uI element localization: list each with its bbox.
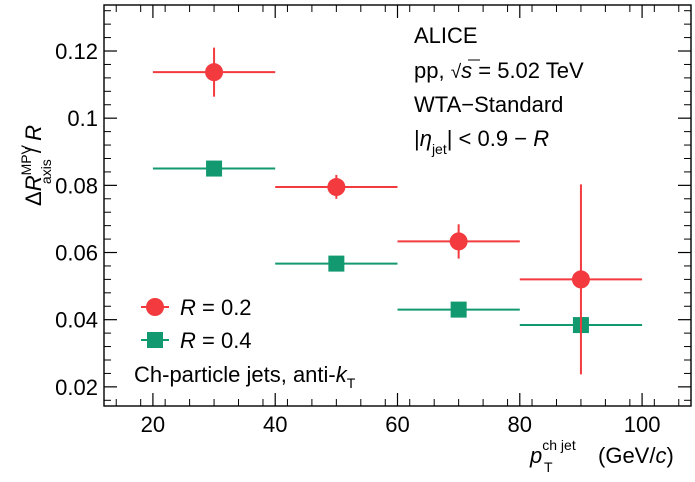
y-tick-label: 0.04	[55, 308, 98, 333]
annotation-system-post: = 5.02 TeV	[472, 58, 584, 83]
ylabel-main: R	[21, 175, 46, 191]
marker-circle	[571, 270, 590, 289]
legend-marker-r04	[147, 332, 163, 348]
marker-square	[328, 255, 345, 272]
xlabel-main: p	[529, 443, 542, 468]
eta-mid: | < 0.9 −	[447, 126, 533, 151]
ylabel-sub: axis	[38, 159, 54, 184]
ylabel-sep: /	[21, 141, 46, 159]
data-point	[275, 255, 398, 272]
data-point	[397, 224, 520, 259]
xlabel-sub: T	[544, 459, 553, 475]
tick-labels: 20 40 60 80 100 0.02 0.04 0.06 0.08 0.1 0.12	[55, 39, 660, 437]
y-tick-label: 0.08	[55, 173, 98, 198]
marker-square	[206, 160, 223, 177]
jets-var: k	[336, 362, 348, 387]
annotation-jets: Ch-particle jets, anti-kT	[134, 362, 356, 391]
x-tick-label: 40	[263, 412, 287, 437]
eta-sub: jet	[431, 141, 447, 157]
data-point	[275, 174, 398, 199]
x-tick-label: 100	[624, 412, 661, 437]
annotation-system: pp, √s = 5.02 TeV	[414, 58, 584, 83]
axis-ticks	[104, 5, 691, 406]
data-point	[519, 184, 643, 375]
marker-square	[450, 301, 467, 318]
y-tick-label: 0.1	[67, 106, 98, 131]
annotation-eta-cut: |ηjet| < 0.9 − R	[414, 126, 549, 157]
y-tick-label: 0.06	[55, 241, 98, 266]
jets-pre: Ch-particle jets, anti-	[134, 362, 336, 387]
data-point	[152, 47, 276, 97]
jets-sub: T	[347, 375, 356, 391]
marker-circle	[327, 178, 346, 197]
legend: R = 0.2 R = 0.4	[141, 295, 252, 353]
series-layer	[152, 47, 643, 375]
eta-var: η	[420, 126, 432, 151]
xlabel-unit-var: c	[655, 443, 666, 468]
x-tick-label: 20	[141, 412, 165, 437]
ylabel-delta: Δ	[21, 191, 46, 206]
data-point	[152, 160, 276, 177]
annotation-experiment: ALICE	[414, 23, 478, 48]
xlabel-sup: ch jet	[542, 437, 576, 453]
xlabel-unit-open: (GeV/	[598, 443, 656, 468]
ylabel-sup: MPV	[18, 144, 34, 175]
sqrt-sign: √	[451, 62, 462, 83]
legend-marker-r02	[146, 298, 164, 316]
eta-var2: R	[533, 126, 549, 151]
annotation-method: WTA−Standard	[414, 92, 563, 117]
data-point	[397, 301, 520, 318]
marker-circle	[205, 63, 224, 82]
y-tick-label: 0.12	[55, 39, 98, 64]
annotation-system-pre: pp,	[414, 58, 451, 83]
x-axis-label: pch jet T (GeV/c)	[529, 437, 674, 475]
y-tick-label: 0.02	[55, 375, 98, 400]
marker-circle	[449, 232, 468, 251]
x-tick-label: 60	[385, 412, 409, 437]
xlabel-unit-close: )	[666, 443, 673, 468]
legend-label-r04: R = 0.4	[180, 328, 252, 353]
eta-open: |	[414, 126, 420, 151]
x-tick-label: 80	[508, 412, 532, 437]
ylabel-tail-var: R	[21, 125, 46, 141]
annotation-system-var: s	[461, 58, 472, 83]
y-axis-label: ΔRMPV axis / R	[18, 125, 54, 206]
legend-label-r02: R = 0.2	[180, 295, 252, 320]
